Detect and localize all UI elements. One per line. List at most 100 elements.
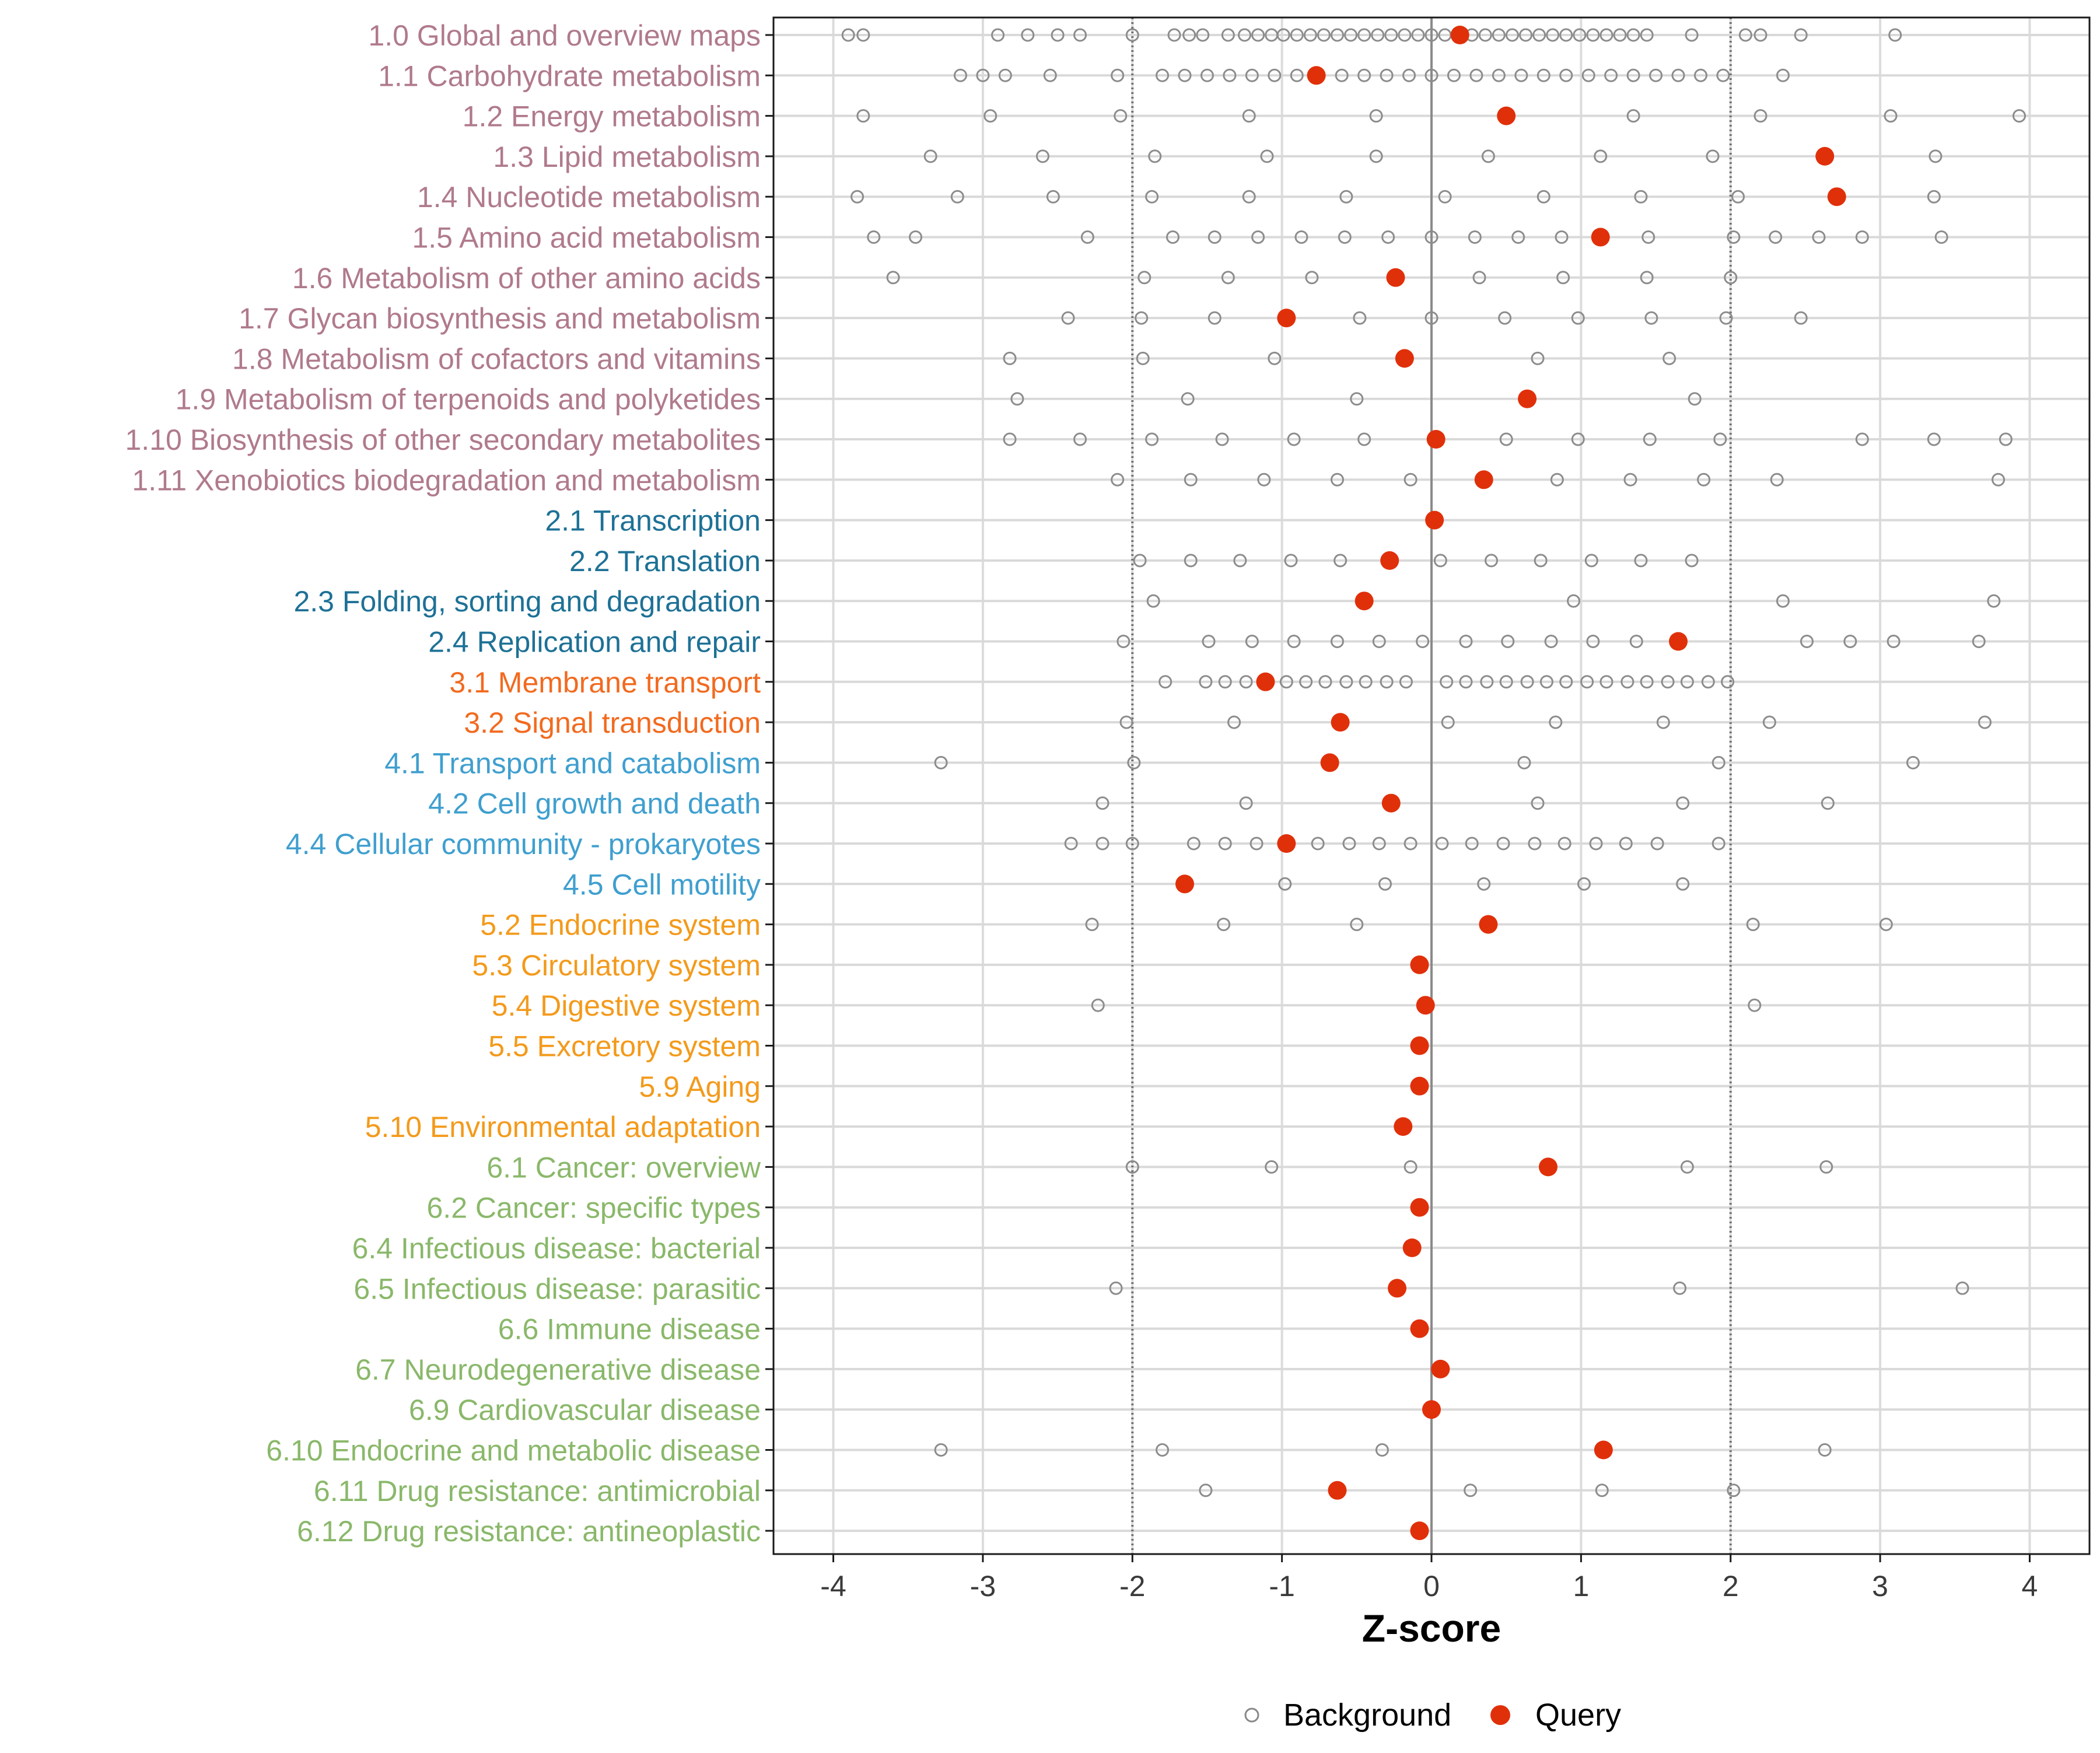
y-tick-label: 1.1 Carbohydrate metabolism [378, 60, 761, 92]
background-point [1411, 28, 1425, 42]
background-point [1200, 68, 1214, 82]
query-point [1425, 510, 1444, 530]
background-point [1464, 1483, 1478, 1497]
query-point [1450, 26, 1469, 44]
background-point [1559, 28, 1573, 42]
background-point [1671, 68, 1685, 82]
background-point [984, 109, 998, 123]
background-point [1344, 28, 1358, 42]
background-point [1339, 190, 1353, 204]
background-point [1520, 675, 1534, 689]
background-point [1688, 392, 1702, 406]
query-point [1827, 187, 1846, 207]
x-axis-title: Z-score [1362, 1607, 1501, 1650]
background-point [1680, 1160, 1694, 1174]
background-point [1085, 918, 1099, 932]
background-point [1424, 28, 1438, 42]
query-point [1431, 1359, 1450, 1378]
background-point [1342, 837, 1356, 851]
background-point [1499, 432, 1513, 446]
background-point [1600, 675, 1614, 689]
query-point [1422, 1400, 1441, 1419]
y-tick-label: 6.10 Endocrine and metabolic disease [266, 1434, 761, 1467]
background-point [1972, 635, 1986, 648]
background-point [1469, 68, 1483, 82]
background-point [1279, 675, 1293, 689]
background-point [1136, 351, 1150, 365]
background-point [1317, 28, 1331, 42]
y-tick-label: 1.9 Metabolism of terpenoids and polyket… [176, 383, 761, 416]
background-point [1138, 271, 1152, 285]
background-point [1125, 1160, 1139, 1174]
query-point [1538, 1157, 1558, 1177]
y-tick-label: 4.4 Cellular community - prokaryotes [286, 828, 761, 860]
background-point [1305, 271, 1319, 285]
y-tick-label: 5.4 Digestive system [492, 989, 761, 1022]
background-point [1287, 432, 1301, 446]
background-point [1109, 1281, 1123, 1295]
background-point [1769, 230, 1783, 244]
background-point [1589, 837, 1603, 851]
background-point [1884, 109, 1898, 123]
query-point [1474, 470, 1493, 489]
background-point [1879, 918, 1893, 932]
background-point [1712, 837, 1726, 851]
background-point [1528, 837, 1542, 851]
background-point [1754, 28, 1768, 42]
background-point [1158, 675, 1172, 689]
background-point [1571, 311, 1585, 325]
background-point [1257, 473, 1271, 487]
background-point [1519, 28, 1533, 42]
background-point [1245, 635, 1259, 648]
background-point [1424, 68, 1438, 82]
background-point [1727, 230, 1741, 244]
background-point [1208, 311, 1222, 325]
background-point [1125, 837, 1139, 851]
background-point [867, 230, 881, 244]
legend-query-label: Query [1535, 1698, 1621, 1733]
background-point [1357, 68, 1371, 82]
background-point [1581, 68, 1595, 82]
background-point [1114, 109, 1128, 123]
background-point [1629, 635, 1643, 648]
x-tick-label: -3 [970, 1570, 996, 1602]
background-point [1987, 594, 2001, 608]
background-point [1303, 28, 1317, 42]
y-tick-label: 4.2 Cell growth and death [428, 788, 761, 820]
query-point [1410, 1076, 1429, 1096]
background-point [1539, 675, 1553, 689]
background-point [1061, 311, 1075, 325]
background-point [1127, 755, 1141, 769]
background-point [1330, 635, 1344, 648]
background-point [1318, 675, 1332, 689]
background-point [1051, 28, 1065, 42]
y-tick-label: 4.5 Cell motility [563, 868, 761, 901]
query-point [1416, 996, 1435, 1015]
background-point [1404, 1160, 1418, 1174]
background-point [1372, 635, 1386, 648]
background-point [1559, 675, 1573, 689]
background-point [1357, 432, 1371, 446]
background-point [1073, 28, 1087, 42]
y-tick-label: 5.2 Endocrine system [480, 909, 761, 942]
background-point [1604, 68, 1618, 82]
background-point [1215, 432, 1229, 446]
y-tick-label: 5.10 Environmental adaptation [365, 1111, 761, 1143]
x-tick-label: 2 [1723, 1570, 1739, 1602]
y-tick-label: 1.10 Biosynthesis of other secondary met… [125, 424, 761, 456]
background-point [1043, 68, 1057, 82]
background-point [1619, 837, 1633, 851]
background-point [1339, 675, 1353, 689]
background-point [1290, 28, 1304, 42]
background-point [1433, 554, 1447, 568]
background-point [1369, 109, 1383, 123]
background-point [1372, 837, 1386, 851]
background-point [1713, 432, 1727, 446]
background-point [1640, 28, 1654, 42]
background-point [1626, 28, 1640, 42]
query-point [1380, 551, 1399, 570]
y-tick-label: 6.2 Cancer: specific types [427, 1192, 761, 1224]
query-point [1815, 146, 1835, 166]
background-point [953, 68, 967, 82]
background-point [1505, 28, 1519, 42]
